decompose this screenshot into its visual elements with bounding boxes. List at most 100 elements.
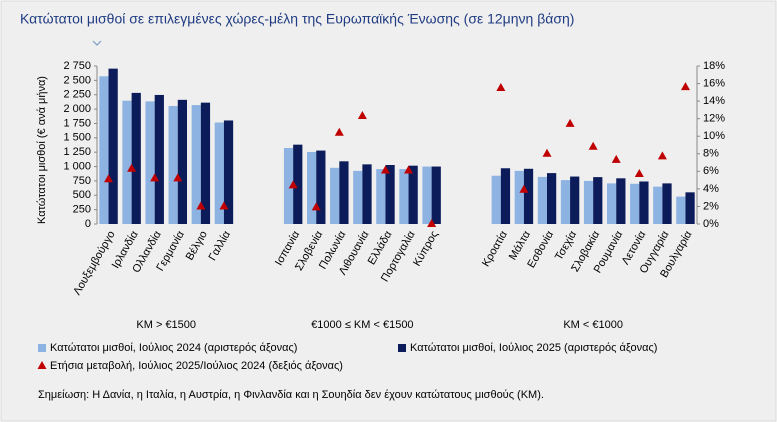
y-tick-label: 0 (85, 218, 91, 230)
bar (547, 173, 557, 224)
bar (223, 120, 234, 224)
y-tick-label: 1 500 (63, 132, 91, 144)
y2-tick-label: 6% (703, 165, 719, 177)
marker (150, 173, 160, 182)
y2-tick-label: 10% (703, 130, 725, 142)
bar (583, 180, 594, 224)
bar (353, 170, 363, 224)
legend-swatch (38, 344, 46, 352)
bar (593, 177, 603, 224)
marker (588, 141, 598, 150)
bar (191, 105, 201, 224)
bar (200, 102, 211, 224)
bar (108, 68, 118, 224)
bar (630, 183, 640, 224)
legend-label: Ετήσια μεταβολή, Ιούλιος 2025/Ιούλιος 20… (50, 360, 343, 372)
bar (376, 169, 386, 224)
marker (104, 174, 114, 183)
y-axis-label: Κατώτατοι μισθοί (€ ανά μήνα) (36, 76, 48, 224)
legend-label: Κατώτατοι μισθοί, Ιούλιος 2025 (αριστερό… (410, 342, 657, 354)
bar (408, 165, 418, 224)
bar (662, 183, 672, 224)
bar (385, 164, 395, 224)
bar (362, 164, 372, 224)
y2-tick-label: 14% (703, 95, 725, 107)
legend-swatch (398, 344, 406, 352)
marker (288, 180, 298, 189)
marker (196, 201, 206, 210)
bar (214, 122, 224, 224)
y-tick-label: 2 250 (63, 89, 91, 101)
bar (523, 168, 534, 224)
bar (607, 183, 617, 224)
bar (616, 178, 626, 224)
y-tick-label: 500 (73, 189, 91, 201)
bar (491, 175, 501, 224)
y-tick-label: 2 000 (63, 103, 91, 115)
y-tick-label: 250 (73, 204, 91, 216)
y-tick-label: 750 (73, 175, 91, 187)
bar (154, 94, 164, 224)
marker (519, 184, 529, 193)
bar (283, 147, 294, 224)
marker (404, 165, 414, 174)
group-label: ΚΜ < €1000 (563, 319, 623, 331)
marker (219, 201, 229, 210)
bar (122, 100, 132, 224)
bar (99, 76, 109, 224)
marker (311, 202, 321, 211)
group-label: €1000 ≤ ΚΜ < €1500 (311, 319, 413, 331)
bar (339, 161, 349, 224)
bar (653, 186, 663, 224)
bar (177, 99, 187, 224)
marker (357, 111, 367, 120)
y2-tick-label: 16% (703, 77, 725, 89)
y2-tick-label: 8% (703, 148, 719, 160)
y-tick-label: 1 750 (63, 117, 91, 129)
bar (422, 166, 432, 224)
bar (514, 170, 524, 224)
y2-tick-label: 2% (703, 200, 719, 212)
bar (685, 192, 695, 224)
bar (676, 196, 686, 224)
bar (537, 176, 547, 224)
bar (293, 144, 303, 224)
legend-marker (37, 361, 47, 369)
marker (173, 173, 183, 182)
marker (496, 82, 506, 91)
bar (399, 169, 409, 224)
marker (127, 163, 137, 172)
marker (611, 154, 621, 163)
chevron (92, 40, 102, 46)
bar (500, 168, 511, 224)
bar (307, 151, 317, 224)
bar (560, 180, 571, 224)
bar (330, 167, 340, 224)
y2-tick-label: 4% (703, 183, 719, 195)
y2-tick-label: 0% (703, 218, 719, 230)
y-tick-label: 2 500 (63, 74, 91, 86)
bar (131, 92, 141, 224)
bar (168, 105, 178, 224)
bar (431, 166, 441, 224)
y-tick-label: 1 250 (63, 146, 91, 158)
marker (427, 219, 437, 227)
legend-label: Κατώτατοι μισθοί, Ιούλιος 2024 (αριστερό… (50, 342, 297, 354)
group-label: ΚΜ > €1500 (136, 319, 196, 331)
marker (380, 165, 390, 174)
marker (334, 127, 344, 136)
bar (639, 181, 649, 224)
chart-title: Κατώτατοι μισθοί σε επιλεγμένες χώρες-μέ… (20, 11, 574, 27)
marker (657, 151, 667, 160)
y2-tick-label: 18% (703, 60, 725, 72)
marker (565, 118, 575, 127)
y2-tick-label: 12% (703, 113, 725, 125)
marker (634, 168, 644, 177)
bar (570, 176, 580, 224)
marker (542, 148, 552, 157)
bar (316, 150, 326, 224)
bar (145, 101, 155, 224)
note: Σημείωση: Η Δανία, η Ιταλία, η Αυστρία, … (38, 389, 544, 401)
y-tick-label: 2 750 (63, 60, 91, 72)
